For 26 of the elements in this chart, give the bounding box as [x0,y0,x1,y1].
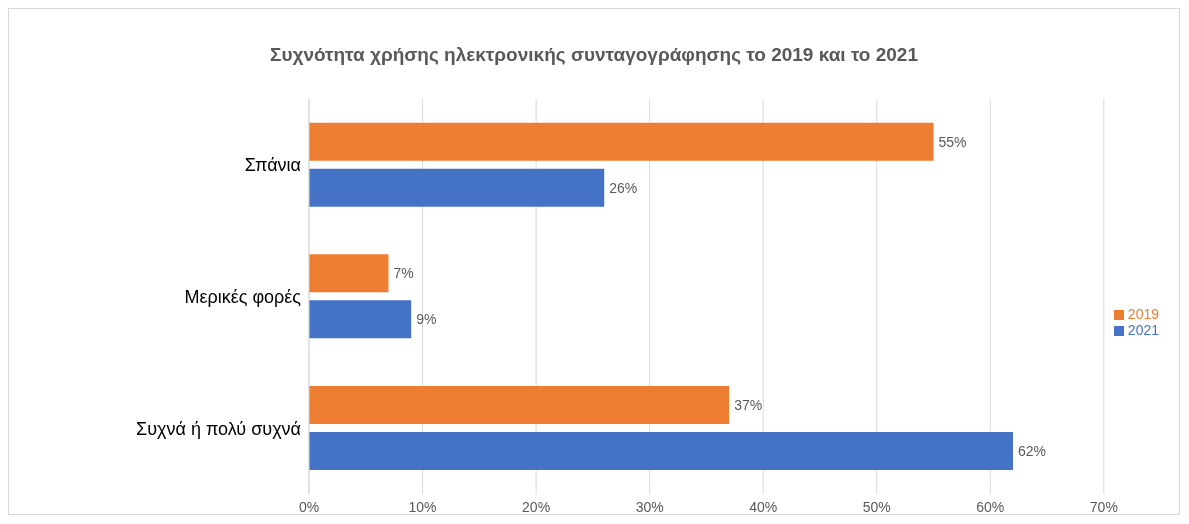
data-label: 55% [938,133,967,150]
y-tick-label: Σπάνια [244,155,301,176]
legend-label: 2021 [1127,321,1159,338]
x-tick-label: 60% [976,498,1005,515]
data-label: 9% [416,311,437,328]
x-tick-label: 0% [298,498,320,515]
x-tick-label: 40% [749,498,778,515]
bar [309,168,605,207]
data-label: 7% [393,265,414,282]
data-label: 62% [1018,443,1047,459]
bar [309,432,1013,471]
data-label: 37% [734,397,763,413]
bar [309,254,389,293]
legend-label: 2019 [1127,305,1159,322]
x-tick-label: 30% [635,498,664,515]
y-tick-label: Συχνά ή πολύ συχνά [136,418,301,439]
bar [309,122,934,161]
x-tick-label: 20% [522,498,551,515]
x-tick-label: 50% [862,498,891,515]
x-tick-label: 70% [1089,498,1118,515]
x-tick-label: 10% [408,498,437,515]
y-tick-label: Μερικές φορές [184,286,302,307]
data-label: 26% [609,179,638,196]
bar [309,300,412,339]
chart-title: Συχνότητα χρήσης ηλεκτρονικής συνταγογράφησης το 2019 και το 2021 [269,43,919,67]
bar [309,386,730,425]
